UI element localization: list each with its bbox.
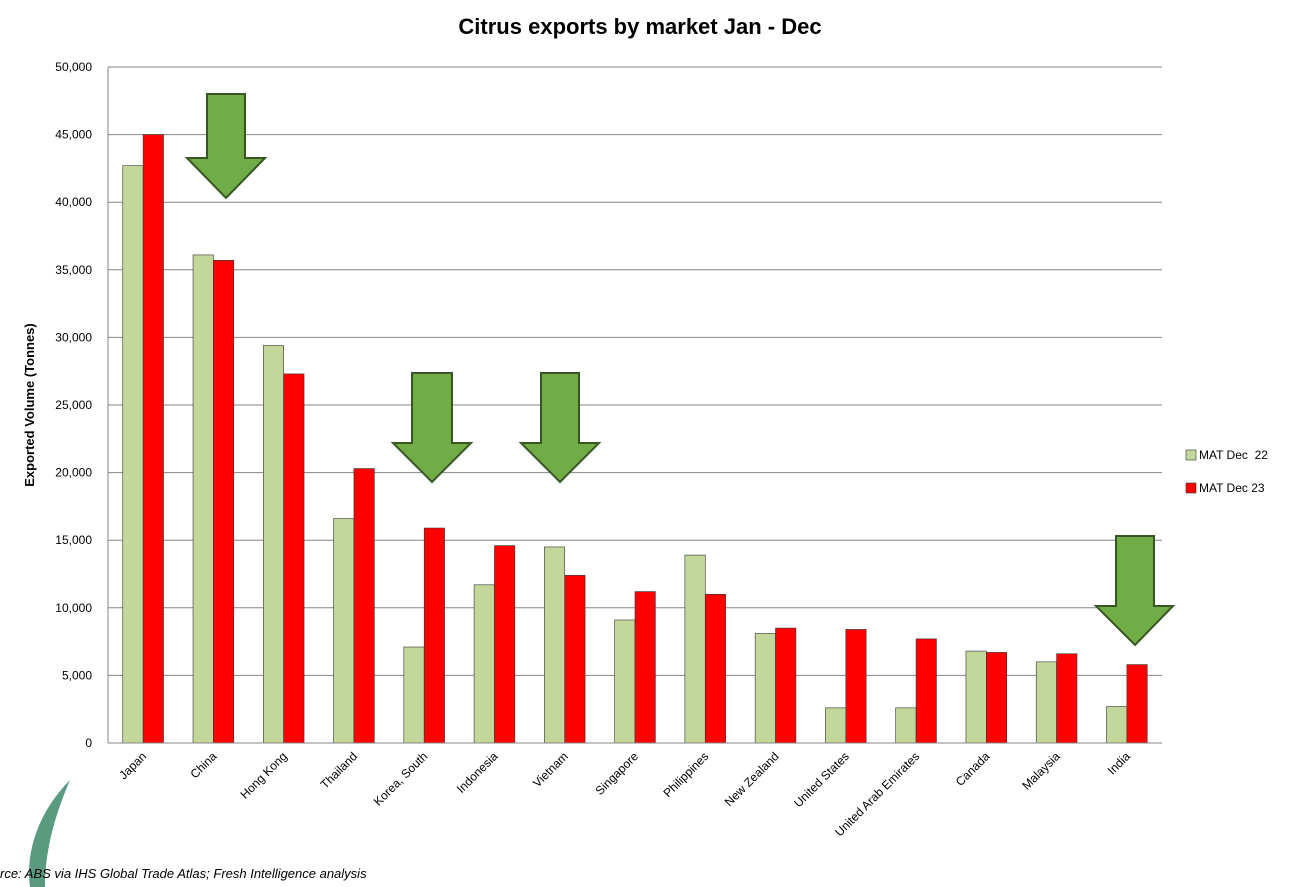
bar [754,633,776,744]
bar [775,627,797,744]
bar [403,646,425,744]
legend-swatch [1185,449,1197,461]
bar [213,260,235,744]
x-tick-label: China [187,749,219,781]
bar [986,652,1008,744]
arrow [184,93,268,200]
arrow-annotations [184,93,1176,647]
bar [544,546,566,744]
y-tick-label: 45,000 [55,128,92,142]
bar [1035,661,1057,744]
bar [494,545,516,744]
x-tick-label: Indonesia [454,749,501,796]
bar [564,575,586,744]
bar [845,629,867,744]
y-axis-label: Exported Volume (Tonnes) [22,323,37,486]
y-tick-label: 15,000 [55,533,92,547]
arrow [518,372,602,484]
leaf-decoration [29,780,70,887]
bar [895,707,917,744]
bar [283,373,305,744]
x-tick-label: Singapore [593,749,642,798]
bar [1126,664,1148,744]
bar [353,468,375,744]
bar [423,527,445,744]
x-tick-label: Japan [116,749,149,782]
x-tick-label: Philippines [660,749,711,800]
x-tick-label: Korea, South [371,749,430,808]
bar [614,619,636,744]
bar [704,593,726,744]
bar [684,554,706,744]
arrow [390,372,474,484]
y-tick-label: 40,000 [55,195,92,209]
legend-swatch [1185,482,1197,494]
bar [333,518,355,744]
legend-label: MAT Dec 22 [1199,448,1268,462]
chart-title: Citrus exports by market Jan - Dec [458,14,821,39]
y-tick-label: 25,000 [55,398,92,412]
x-tick-label: Malaysia [1019,749,1063,793]
y-tick-label: 50,000 [55,60,92,74]
bar [1056,653,1078,744]
arrow [1093,535,1176,647]
x-tick-label: Canada [953,749,993,789]
x-tick-label: India [1105,749,1134,778]
x-tick-label: Hong Kong [237,749,289,801]
x-tick-label: Vietnam [530,749,571,790]
y-tick-label: 20,000 [55,466,92,480]
y-tick-label: 5,000 [62,668,92,682]
y-tick-label: 35,000 [55,263,92,277]
bar [825,707,847,744]
bar [1106,706,1128,744]
y-tick-label: 0 [85,736,92,750]
x-tick-label: United States [791,749,852,810]
bar [262,345,284,744]
bar [473,584,495,744]
bar [192,254,214,744]
bar [142,134,164,744]
y-tick-label: 30,000 [55,330,92,344]
x-tick-label: New Zealand [722,749,782,809]
bar [915,638,937,744]
bar [122,165,144,744]
source-note: rce: ABS via IHS Global Trade Atlas; Fre… [0,866,367,881]
legend-label: MAT Dec 23 [1199,481,1265,495]
x-tick-label: Thailand [318,749,360,791]
y-tick-label: 10,000 [55,601,92,615]
bar [965,650,987,744]
bar [634,591,656,744]
